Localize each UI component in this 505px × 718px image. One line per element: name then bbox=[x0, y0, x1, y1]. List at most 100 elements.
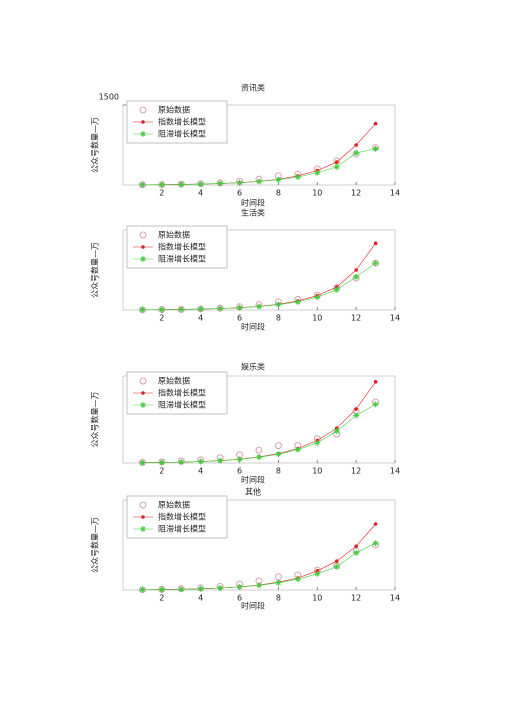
data-point bbox=[139, 106, 147, 114]
series-line bbox=[142, 262, 376, 311]
chart-title: 生活类 bbox=[241, 208, 265, 218]
data-point bbox=[236, 179, 243, 186]
data-point bbox=[373, 241, 378, 246]
data-point bbox=[354, 544, 358, 548]
data-point bbox=[333, 563, 340, 570]
data-point bbox=[217, 305, 224, 312]
data-point bbox=[139, 501, 147, 509]
data-point bbox=[275, 176, 282, 183]
y-axis-label: 公众号数量—万 bbox=[90, 117, 100, 173]
chart-title: 资讯类 bbox=[241, 83, 265, 93]
plot-frame bbox=[122, 499, 396, 591]
data-point bbox=[255, 446, 263, 454]
x-tick-label: 2 bbox=[159, 594, 164, 603]
data-point bbox=[217, 585, 224, 592]
data-point bbox=[141, 515, 145, 519]
chart-title: 其他 bbox=[245, 487, 261, 497]
data-point bbox=[236, 584, 243, 590]
data-point bbox=[353, 150, 360, 156]
data-point bbox=[236, 304, 243, 311]
data-point bbox=[372, 260, 379, 267]
data-point bbox=[197, 585, 204, 592]
data-point bbox=[139, 586, 146, 593]
y-axis-label: 公众号数量—万 bbox=[90, 517, 100, 573]
legend-label: 阻滞增长模型 bbox=[158, 254, 206, 264]
x-tick-label: 6 bbox=[237, 189, 242, 198]
data-point bbox=[140, 256, 146, 262]
x-axis-label: 时间段 bbox=[241, 475, 265, 485]
x-tick-label: 2 bbox=[159, 189, 164, 198]
x-tick-label: 14 bbox=[390, 594, 400, 603]
x-tick-label: 12 bbox=[351, 594, 361, 603]
x-tick-label: 8 bbox=[276, 314, 281, 323]
data-point bbox=[236, 456, 243, 463]
x-tick-label: 4 bbox=[198, 467, 203, 476]
data-point bbox=[333, 286, 340, 293]
data-point bbox=[256, 454, 262, 461]
data-point bbox=[275, 451, 282, 458]
x-tick-label: 10 bbox=[312, 314, 322, 323]
data-point bbox=[139, 377, 147, 385]
x-tick-label: 12 bbox=[351, 467, 361, 476]
x-tick-label: 2 bbox=[159, 467, 164, 476]
x-axis-label: 时间段 bbox=[241, 601, 265, 611]
x-axis-label: 时间段 bbox=[241, 198, 265, 208]
data-point bbox=[139, 459, 146, 466]
x-tick-label: 6 bbox=[237, 467, 242, 476]
data-point bbox=[158, 181, 165, 188]
data-point bbox=[314, 294, 321, 301]
x-tick-label: 10 bbox=[312, 189, 322, 198]
data-point bbox=[139, 181, 146, 188]
x-tick-label: 10 bbox=[312, 467, 322, 476]
data-point bbox=[140, 402, 146, 408]
x-tick-label: 14 bbox=[390, 467, 400, 476]
data-point bbox=[140, 131, 146, 137]
data-point bbox=[294, 446, 301, 453]
data-point bbox=[373, 121, 378, 126]
x-tick-label: 12 bbox=[351, 314, 361, 323]
y-axis-label: 公众号数量—万 bbox=[90, 242, 100, 298]
data-point bbox=[275, 579, 282, 586]
x-tick-label: 6 bbox=[237, 314, 242, 323]
data-point bbox=[178, 459, 185, 466]
x-tick-label: 8 bbox=[276, 467, 281, 476]
data-point bbox=[373, 380, 378, 384]
x-tick-label: 14 bbox=[390, 189, 400, 198]
x-tick-label: 12 bbox=[351, 189, 361, 198]
data-point bbox=[294, 576, 301, 583]
data-point bbox=[178, 586, 185, 593]
x-tick-label: 4 bbox=[198, 189, 203, 198]
data-point bbox=[314, 570, 321, 577]
data-point bbox=[158, 459, 165, 466]
data-point bbox=[354, 143, 358, 147]
data-point bbox=[197, 458, 204, 465]
x-tick-label: 6 bbox=[237, 594, 242, 603]
legend-label: 原始数据 bbox=[158, 376, 190, 386]
data-point bbox=[274, 442, 282, 450]
data-point bbox=[314, 169, 321, 176]
legend-label: 原始数据 bbox=[158, 500, 190, 510]
data-point bbox=[141, 245, 145, 249]
legend-label: 阻滞增长模型 bbox=[158, 524, 206, 534]
data-point bbox=[373, 522, 378, 526]
data-point bbox=[334, 559, 339, 563]
data-point bbox=[178, 306, 185, 313]
data-point bbox=[314, 439, 321, 446]
legend-label: 指数增长模型 bbox=[158, 512, 206, 522]
x-tick-label: 4 bbox=[198, 594, 203, 603]
data-point bbox=[372, 145, 379, 152]
data-point bbox=[294, 299, 301, 305]
data-point bbox=[217, 457, 224, 464]
data-point bbox=[158, 306, 165, 313]
data-point bbox=[333, 163, 340, 170]
data-point bbox=[372, 401, 379, 408]
data-point bbox=[197, 181, 204, 188]
x-axis-label: 时间段 bbox=[241, 322, 265, 332]
legend-label: 阻滞增长模型 bbox=[158, 400, 206, 410]
data-point bbox=[141, 391, 145, 395]
legend-label: 指数增长模型 bbox=[158, 117, 206, 127]
data-point bbox=[197, 306, 204, 313]
data-point bbox=[353, 273, 360, 280]
data-point bbox=[353, 549, 360, 556]
